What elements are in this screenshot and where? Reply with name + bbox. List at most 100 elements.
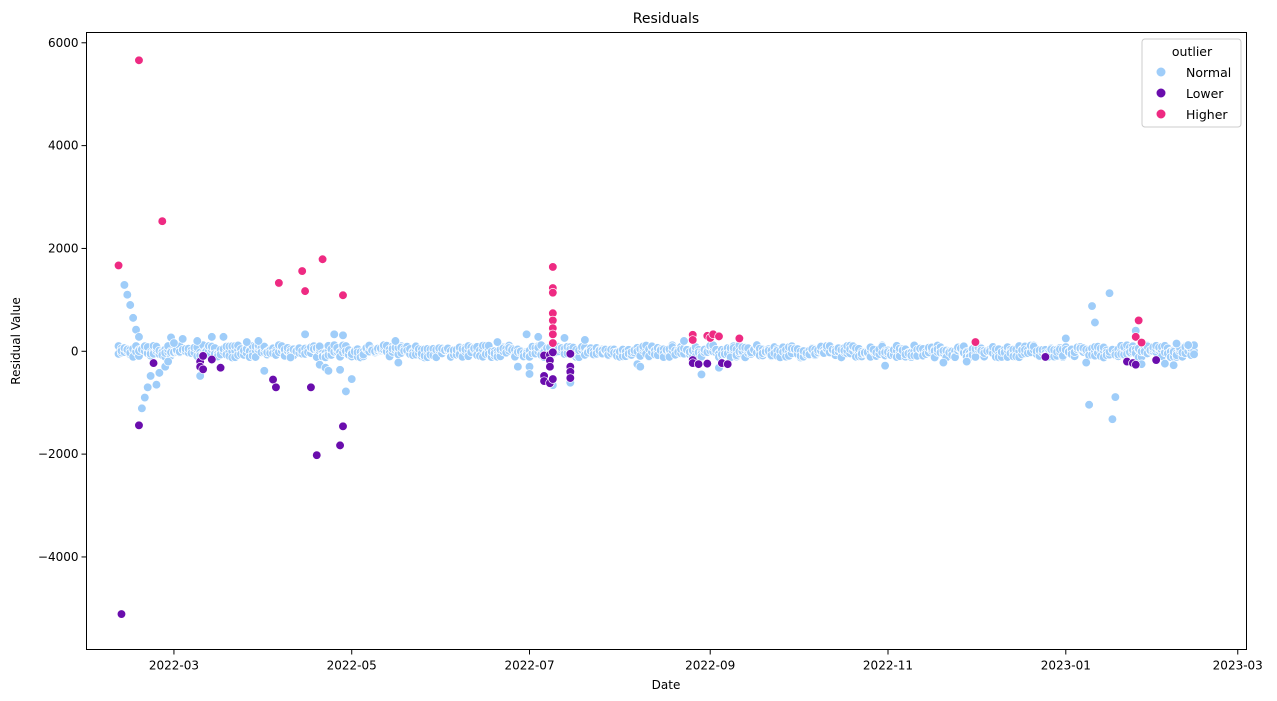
point-normal — [323, 366, 334, 376]
point-higher — [1131, 332, 1141, 342]
point-normal — [140, 392, 150, 403]
point-lower — [565, 373, 575, 383]
point-normal — [1168, 360, 1179, 370]
point-normal — [1171, 338, 1182, 349]
point-higher — [688, 335, 698, 345]
point-higher — [734, 333, 745, 344]
x-tick-label: 2022-09 — [685, 659, 735, 673]
point-normal — [1110, 392, 1120, 402]
y-tick-label: 0 — [71, 344, 79, 358]
legend-marker-normal — [1155, 66, 1167, 78]
point-normal — [341, 386, 351, 397]
point-lower — [338, 421, 348, 432]
point-higher — [338, 290, 348, 300]
point-normal — [635, 362, 645, 372]
point-lower — [134, 420, 144, 430]
point-higher — [970, 337, 981, 347]
point-normal — [1081, 357, 1091, 368]
point-lower — [306, 382, 316, 392]
point-normal — [119, 280, 130, 290]
point-normal — [218, 332, 229, 342]
point-normal — [1160, 358, 1170, 369]
point-higher — [113, 260, 124, 271]
point-normal — [151, 380, 162, 390]
point-normal — [1104, 288, 1115, 298]
y-tick-label: 2000 — [48, 241, 79, 255]
point-normal — [122, 290, 132, 300]
y-tick-label: −4000 — [38, 550, 79, 564]
point-normal — [1061, 333, 1071, 344]
x-tick-label: 2022-05 — [327, 659, 377, 673]
point-normal — [962, 356, 972, 367]
legend-marker-higher — [1155, 108, 1167, 120]
point-normal — [169, 338, 179, 348]
point-normal — [134, 332, 144, 342]
point-higher — [297, 266, 307, 276]
point-normal — [533, 332, 543, 342]
point-normal — [253, 336, 264, 346]
chart-title: Residuals — [633, 11, 699, 27]
point-lower — [198, 364, 208, 374]
point-lower — [548, 347, 558, 357]
point-lower — [207, 354, 217, 365]
y-axis-ticks: −4000 −2000 0 2000 4000 6000 — [38, 36, 87, 564]
point-lower — [1040, 352, 1051, 362]
point-normal — [880, 361, 890, 371]
point-lower — [335, 440, 345, 451]
point-normal — [285, 352, 296, 363]
point-normal — [154, 368, 165, 378]
point-higher — [317, 254, 328, 264]
point-normal — [300, 329, 310, 339]
point-normal — [259, 366, 269, 376]
point-normal — [128, 313, 138, 323]
point-higher — [548, 288, 558, 298]
legend-label-higher: Higher — [1186, 107, 1228, 122]
x-tick-label: 2023-03 — [1213, 659, 1263, 673]
point-normal — [242, 337, 252, 347]
point-higher — [300, 286, 310, 296]
point-normal — [163, 356, 173, 367]
point-higher — [548, 329, 558, 339]
y-tick-label: −2000 — [38, 447, 79, 461]
point-lower — [215, 363, 226, 373]
point-lower — [148, 358, 159, 368]
point-normal — [938, 357, 949, 368]
point-lower — [693, 359, 704, 369]
legend: outlier Normal Lower Higher — [1141, 38, 1242, 128]
point-normal — [1090, 317, 1100, 328]
point-normal — [390, 336, 401, 346]
point-normal — [338, 330, 348, 340]
x-tick-label: 2022-03 — [149, 659, 199, 673]
point-lower — [271, 382, 281, 392]
y-tick-label: 6000 — [48, 36, 79, 50]
point-lower — [723, 359, 733, 369]
point-normal — [1087, 301, 1097, 311]
point-normal — [178, 334, 188, 344]
point-normal — [143, 382, 153, 392]
point-normal — [679, 336, 689, 346]
legend-label-normal: Normal — [1186, 65, 1231, 80]
scatter-points — [113, 55, 1199, 619]
point-normal — [192, 336, 202, 346]
point-normal — [513, 362, 523, 372]
point-normal — [137, 403, 147, 414]
legend-label-lower: Lower — [1186, 86, 1224, 101]
point-normal — [1189, 349, 1199, 360]
point-normal — [521, 329, 532, 339]
point-higher — [548, 338, 558, 348]
point-higher — [157, 216, 167, 226]
point-normal — [145, 371, 156, 381]
point-lower — [1131, 360, 1141, 370]
point-normal — [696, 369, 707, 380]
x-axis-ticks: 2022-03 2022-05 2022-07 2022-09 2022-11 2023-… — [149, 649, 1263, 673]
point-normal — [1107, 414, 1118, 424]
plot-frame — [86, 32, 1247, 650]
legend-box — [1141, 38, 1242, 128]
y-tick-label: 4000 — [48, 139, 79, 153]
point-normal — [335, 365, 345, 375]
point-normal — [559, 333, 570, 343]
point-higher — [134, 55, 144, 65]
point-normal — [329, 329, 339, 339]
point-higher — [548, 315, 558, 326]
